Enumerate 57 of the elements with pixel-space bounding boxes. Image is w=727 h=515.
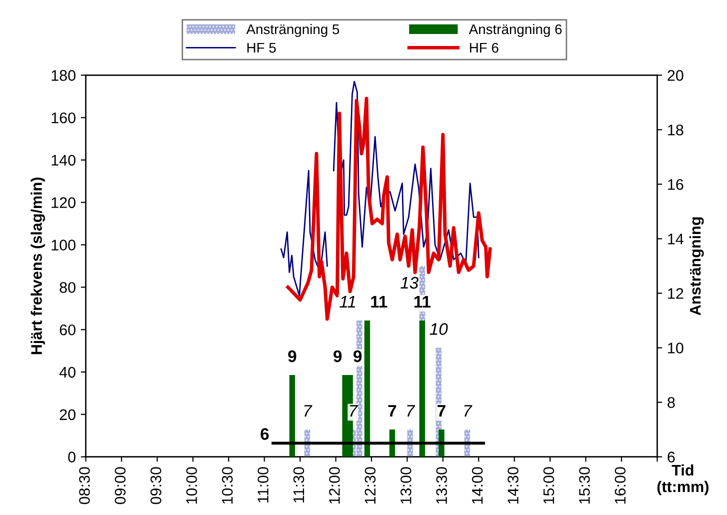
data-label: 11 [340, 296, 356, 308]
data-label: 7 [388, 405, 396, 417]
data-label: 10 [430, 323, 448, 335]
y-tick-label: 60 [60, 324, 76, 336]
y-tick-label: 120 [52, 197, 76, 208]
x-tick-label: 16:00 [614, 467, 626, 504]
legend-label: HF 6 [470, 42, 498, 53]
data-label: 7 [304, 405, 312, 417]
x-tick-label: 12:30 [364, 467, 376, 504]
y-tick-label: 0 [68, 452, 76, 462]
x-tick-label: 14:30 [508, 467, 518, 504]
data-label: 7 [407, 405, 416, 417]
y-tick-label: 40 [59, 366, 76, 378]
data-label: 9 [334, 350, 342, 362]
x-tick-label: 10:30 [222, 467, 233, 504]
x-tick-label: 09:30 [150, 467, 162, 504]
x-tick-label: 15:30 [579, 467, 590, 504]
legend-label: Ansträngning 5 [246, 24, 340, 37]
data-label: 7 [350, 405, 358, 417]
y-tick-label: 100 [52, 240, 76, 250]
legend-label: Ansträngning 6 [468, 24, 562, 37]
y2-axis-title: Ansträngning [689, 217, 704, 316]
x-tick-label: 11:00 [258, 467, 268, 502]
x-tick-label: 15:00 [543, 467, 554, 504]
data-label: 11 [371, 296, 388, 308]
x-tick-label: 13:00 [400, 467, 412, 504]
annotation: 6 [260, 428, 269, 440]
y-tick-label: 20 [60, 409, 76, 420]
y2-tick-label: 16 [668, 179, 684, 190]
legend-label: HF 5 [247, 43, 276, 53]
y2-tick-label: 6 [668, 452, 675, 462]
data-label: 7 [438, 405, 446, 417]
y2-tick-label: 10 [668, 342, 684, 354]
line-series [286, 96, 492, 321]
x-tick-label: 10:00 [186, 467, 198, 504]
x-tick-label: 09:00 [114, 467, 126, 504]
data-label: 11 [414, 296, 431, 308]
x-tick-label: 13:30 [436, 467, 448, 504]
y-tick-label: 140 [52, 154, 76, 166]
y2-tick-label: 12 [668, 288, 684, 299]
x-tick-label: 11:30 [293, 467, 304, 502]
y-tick-label: 80 [60, 282, 76, 293]
y-tick-label: 180 [52, 70, 76, 81]
x-tick-label: 08:30 [79, 467, 90, 504]
y-tick-label: 160 [52, 112, 76, 124]
data-label: 7 [464, 405, 472, 417]
data-label: 13 [400, 276, 418, 289]
y2-tick-label: 20 [668, 70, 684, 81]
x-tick-label: 14:00 [472, 467, 483, 504]
y-axis-title: Hjärt frekvens (slag/min) [30, 178, 46, 354]
y2-tick-label: 18 [668, 124, 684, 136]
x-tick-label: 12:00 [329, 467, 340, 504]
x-axis-title: Tid (tt:mm) [657, 464, 708, 496]
y2-tick-label: 8 [668, 397, 675, 408]
data-label: 9 [354, 350, 362, 362]
data-label: 9 [288, 350, 296, 362]
y2-tick-label: 14 [668, 234, 684, 244]
